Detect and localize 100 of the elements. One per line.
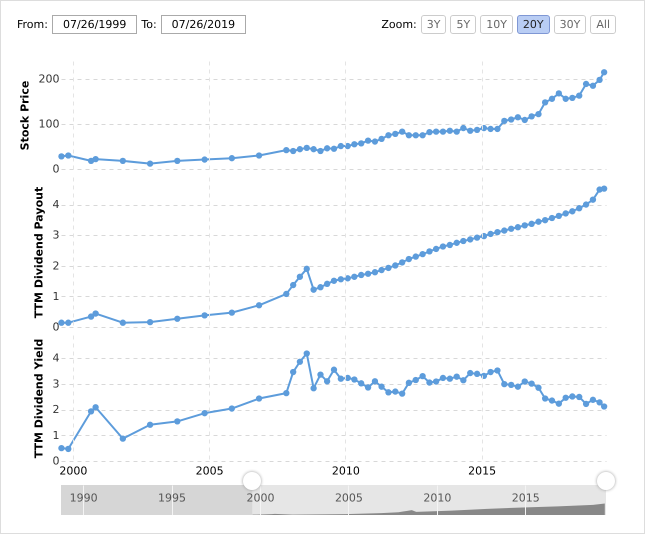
point — [372, 269, 378, 276]
point — [582, 201, 590, 208]
x-tick-label: 2015 — [512, 492, 540, 504]
point — [535, 384, 542, 391]
point — [426, 248, 433, 255]
point — [338, 276, 344, 282]
point — [364, 137, 372, 144]
point — [378, 136, 385, 142]
point — [392, 130, 398, 138]
x-tick-label: 2000 — [246, 492, 274, 504]
point — [256, 302, 262, 308]
point — [256, 152, 262, 159]
point — [412, 253, 419, 260]
y-tick-label: 3 — [52, 377, 60, 390]
point — [317, 284, 324, 290]
point — [201, 156, 208, 163]
point — [562, 394, 569, 401]
point — [310, 286, 317, 293]
point — [419, 250, 426, 258]
point — [92, 404, 99, 410]
text: From: — [17, 18, 48, 31]
point — [419, 372, 426, 380]
point — [600, 69, 608, 76]
y-tick-label: 200 — [38, 72, 60, 86]
point — [351, 274, 358, 280]
point — [542, 217, 548, 224]
point — [474, 126, 480, 134]
point — [392, 262, 398, 269]
point — [542, 99, 548, 106]
point — [494, 228, 501, 236]
point — [582, 80, 590, 88]
point — [454, 374, 460, 380]
point — [338, 142, 344, 150]
point — [406, 256, 412, 262]
point — [146, 160, 154, 167]
point — [174, 418, 180, 425]
point — [65, 320, 72, 326]
point — [454, 128, 460, 135]
point — [446, 376, 454, 382]
text: 20Y — [516, 15, 550, 34]
point — [467, 236, 474, 243]
point — [283, 290, 290, 298]
point — [412, 132, 419, 138]
point — [522, 116, 528, 124]
point — [596, 399, 603, 406]
point — [330, 146, 338, 152]
point — [596, 76, 603, 84]
point — [556, 212, 562, 220]
point — [399, 390, 406, 397]
point — [283, 390, 290, 396]
point — [514, 114, 522, 120]
point — [324, 145, 330, 152]
text: All — [590, 15, 616, 34]
point — [432, 378, 440, 385]
point — [460, 124, 467, 132]
y-tick-label: 3 — [52, 228, 60, 242]
y-tick-label: 0 — [52, 162, 60, 176]
point — [562, 210, 569, 217]
point — [88, 408, 94, 415]
y-axis-title: TTM Dividend Yield — [32, 338, 46, 458]
point — [569, 94, 576, 102]
point — [358, 140, 364, 147]
point — [228, 155, 236, 162]
point — [372, 138, 378, 145]
point — [65, 152, 72, 159]
point — [501, 227, 508, 234]
point — [600, 403, 608, 410]
point — [296, 358, 304, 365]
point — [494, 126, 501, 132]
text: Zoom: — [381, 18, 417, 31]
point — [460, 238, 467, 244]
point — [508, 116, 514, 123]
point — [228, 405, 236, 412]
point — [548, 96, 556, 102]
point — [317, 148, 324, 154]
point — [528, 220, 535, 227]
point — [174, 158, 180, 164]
y-tick-label: 4 — [52, 198, 60, 212]
point — [146, 318, 154, 326]
text: 3Y — [420, 15, 446, 34]
point — [454, 240, 460, 246]
point — [406, 380, 412, 386]
point — [330, 366, 338, 373]
point — [514, 224, 522, 230]
point — [582, 400, 590, 408]
y-tick-label: 0 — [52, 320, 60, 334]
point — [296, 274, 304, 280]
point — [460, 377, 467, 384]
point — [58, 444, 65, 452]
text: 07/26/2019 — [160, 15, 246, 34]
point — [174, 316, 180, 322]
point — [392, 388, 398, 395]
point — [419, 132, 426, 138]
point — [569, 393, 576, 400]
point — [440, 128, 446, 135]
point — [290, 282, 296, 288]
point — [310, 146, 317, 152]
point — [535, 110, 542, 118]
point — [358, 272, 364, 278]
point — [487, 230, 494, 238]
